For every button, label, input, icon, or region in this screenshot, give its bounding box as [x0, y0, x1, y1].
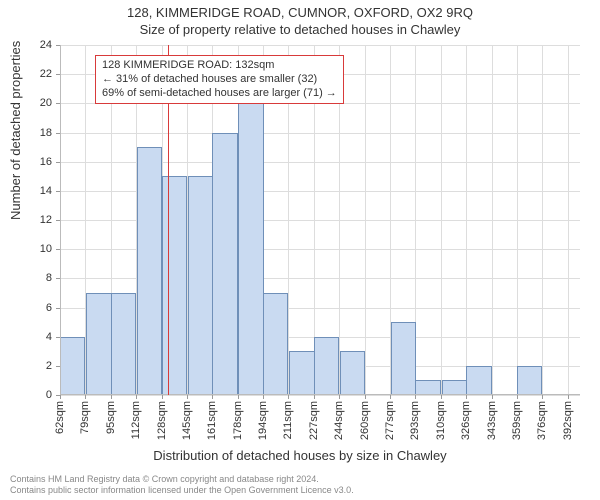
footer-line-2: Contains public sector information licen…: [10, 485, 354, 496]
x-tick-label: 244sqm: [333, 401, 345, 440]
histogram-bar: [212, 133, 237, 396]
histogram-bar: [415, 380, 440, 395]
histogram-bar: [314, 337, 339, 395]
x-tick-label: 310sqm: [435, 401, 447, 440]
y-tick-label: 2: [46, 360, 52, 372]
page-subtitle: Size of property relative to detached ho…: [0, 22, 600, 37]
x-tick-mark: [365, 395, 366, 399]
x-tick-label: 277sqm: [384, 401, 396, 440]
histogram-bar: [162, 176, 187, 395]
histogram-bar: [86, 293, 111, 395]
x-tick-label: 227sqm: [308, 401, 320, 440]
callout-line-2: ← 31% of detached houses are smaller (32…: [102, 73, 337, 87]
histogram-bar: [188, 176, 213, 395]
histogram-bar: [137, 147, 162, 395]
x-axis: 62sqm79sqm95sqm112sqm128sqm145sqm161sqm1…: [60, 395, 580, 455]
histogram-bar: [238, 103, 263, 395]
chart-container: { "title_main": "128, KIMMERIDGE ROAD, C…: [0, 0, 600, 500]
footer-attribution: Contains HM Land Registry data © Crown c…: [10, 474, 354, 496]
y-tick-label: 6: [46, 302, 52, 314]
x-tick-mark: [162, 395, 163, 399]
x-tick-label: 95sqm: [105, 401, 117, 434]
y-tick-label: 12: [40, 214, 52, 226]
histogram-bar: [111, 293, 136, 395]
x-tick-label: 112sqm: [130, 401, 142, 439]
y-tick-label: 20: [40, 97, 52, 109]
x-tick-label: 343sqm: [486, 401, 498, 440]
x-tick-mark: [238, 395, 239, 399]
x-tick-label: 359sqm: [511, 401, 523, 440]
x-tick-label: 293sqm: [409, 401, 421, 440]
x-tick-mark: [517, 395, 518, 399]
histogram-bar: [340, 351, 365, 395]
y-tick-label: 10: [40, 243, 52, 255]
x-tick-mark: [212, 395, 213, 399]
y-tick-label: 18: [40, 127, 52, 139]
x-tick-mark: [111, 395, 112, 399]
x-tick-mark: [187, 395, 188, 399]
y-tick-label: 22: [40, 68, 52, 80]
histogram-bar: [391, 322, 416, 395]
y-tick-label: 24: [40, 39, 52, 51]
x-tick-mark: [314, 395, 315, 399]
y-tick-label: 14: [40, 185, 52, 197]
histogram-bar: [442, 380, 467, 395]
page-title: 128, KIMMERIDGE ROAD, CUMNOR, OXFORD, OX…: [0, 5, 600, 20]
x-tick-mark: [339, 395, 340, 399]
footer-line-1: Contains HM Land Registry data © Crown c…: [10, 474, 354, 485]
y-tick-label: 8: [46, 272, 52, 284]
x-tick-label: 62sqm: [54, 401, 66, 434]
x-tick-label: 145sqm: [181, 401, 193, 440]
histogram-bar: [517, 366, 542, 395]
x-tick-label: 194sqm: [257, 401, 269, 440]
x-tick-mark: [390, 395, 391, 399]
histogram-bar: [289, 351, 314, 395]
x-tick-label: 128sqm: [156, 401, 168, 440]
x-tick-mark: [263, 395, 264, 399]
x-tick-label: 392sqm: [562, 401, 574, 440]
histogram-bar: [60, 337, 85, 395]
x-tick-mark: [415, 395, 416, 399]
x-tick-mark: [288, 395, 289, 399]
callout-box: 128 KIMMERIDGE ROAD: 132sqm ← 31% of det…: [95, 55, 344, 104]
x-tick-label: 161sqm: [206, 401, 218, 440]
x-tick-mark: [85, 395, 86, 399]
callout-line-1: 128 KIMMERIDGE ROAD: 132sqm: [102, 59, 337, 73]
x-tick-mark: [466, 395, 467, 399]
y-axis: 024681012141618202224: [0, 45, 60, 395]
x-axis-label: Distribution of detached houses by size …: [0, 448, 600, 463]
x-tick-label: 79sqm: [79, 401, 91, 434]
x-tick-label: 211sqm: [282, 401, 294, 439]
x-tick-mark: [542, 395, 543, 399]
callout-line-3: 69% of semi-detached houses are larger (…: [102, 87, 337, 101]
x-tick-label: 326sqm: [460, 401, 472, 440]
y-tick-label: 4: [46, 331, 52, 343]
histogram-bar: [263, 293, 288, 395]
x-tick-mark: [441, 395, 442, 399]
plot-area: 128 KIMMERIDGE ROAD: 132sqm ← 31% of det…: [60, 45, 580, 395]
x-tick-mark: [136, 395, 137, 399]
y-tick-label: 0: [46, 389, 52, 401]
x-tick-mark: [60, 395, 61, 399]
x-tick-label: 376sqm: [536, 401, 548, 440]
y-tick-label: 16: [40, 156, 52, 168]
histogram-bar: [466, 366, 491, 395]
x-tick-mark: [568, 395, 569, 399]
x-tick-mark: [492, 395, 493, 399]
x-tick-label: 260sqm: [359, 401, 371, 440]
x-tick-label: 178sqm: [232, 401, 244, 440]
